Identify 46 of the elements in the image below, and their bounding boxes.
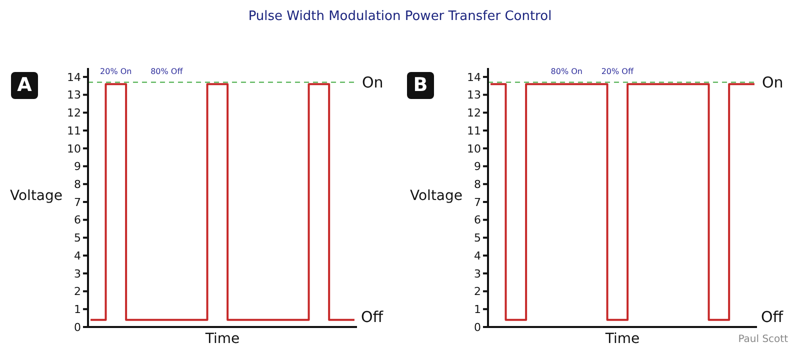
y-tick-label: 11 bbox=[467, 124, 481, 138]
y-tick-label: 11 bbox=[67, 124, 81, 138]
y-axis-title: Voltage bbox=[410, 188, 463, 204]
chart-subtitle: B bbox=[407, 72, 434, 99]
y-tick-label: 9 bbox=[474, 160, 481, 174]
y-tick-label: 4 bbox=[474, 249, 481, 262]
y-tick-label: 3 bbox=[474, 267, 481, 280]
ref-line-label: On bbox=[362, 74, 384, 92]
y-tick-label: 7 bbox=[474, 196, 481, 209]
y-tick-label: 2 bbox=[474, 285, 481, 298]
y-tick-label: 5 bbox=[74, 232, 81, 245]
y-tick-label: 13 bbox=[67, 88, 81, 102]
y-tick-label: 13 bbox=[467, 88, 481, 102]
annotation: 80% Off bbox=[150, 67, 183, 76]
y-tick-label: 12 bbox=[467, 106, 481, 120]
y-tick-label: 4 bbox=[74, 249, 81, 262]
y-tick-label: 1 bbox=[74, 303, 81, 316]
y-tick-label: 8 bbox=[474, 178, 481, 192]
text: Off bbox=[361, 308, 384, 326]
ref-line-label: On bbox=[762, 74, 784, 92]
y-tick-label: 2 bbox=[74, 285, 81, 298]
y-tick-label: 9 bbox=[74, 160, 81, 174]
y-tick-label: 1 bbox=[474, 303, 481, 316]
y-tick-label: 0 bbox=[474, 320, 481, 334]
y-tick-label: 7 bbox=[74, 196, 81, 209]
text: Paul Scott bbox=[738, 334, 788, 345]
chart-subtitle: A bbox=[11, 72, 38, 99]
y-tick-label: 0 bbox=[74, 320, 81, 334]
y-tick-label: 6 bbox=[74, 214, 81, 227]
text: Off bbox=[761, 308, 784, 326]
y-tick-label: 14 bbox=[67, 70, 81, 84]
annotation: 20% Off bbox=[601, 67, 634, 76]
y-tick-label: 12 bbox=[67, 106, 81, 120]
y-tick-label: 14 bbox=[467, 70, 481, 84]
y-tick-label: 8 bbox=[74, 178, 81, 192]
annotation: 80% On bbox=[550, 67, 582, 76]
y-tick-label: 10 bbox=[467, 142, 481, 156]
x-axis-title: Time bbox=[204, 331, 241, 347]
text: Pulse Width Modulation Power Transfer Control bbox=[247, 9, 553, 24]
y-tick-label: 10 bbox=[67, 142, 81, 156]
y-tick-label: 3 bbox=[74, 267, 81, 280]
annotation: 20% On bbox=[100, 67, 132, 76]
y-tick-label: 5 bbox=[474, 232, 481, 245]
y-axis-title: Voltage bbox=[10, 188, 63, 204]
y-tick-label: 6 bbox=[474, 214, 481, 227]
x-axis-title: Time bbox=[605, 331, 640, 347]
